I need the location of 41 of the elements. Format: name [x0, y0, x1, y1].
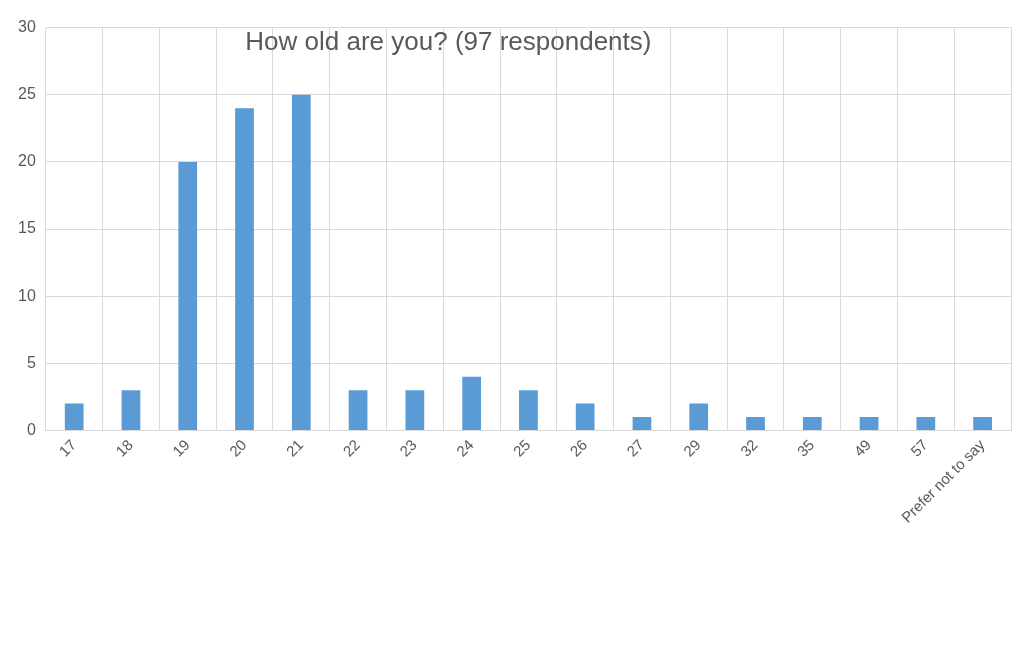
x-tick-label: 23	[396, 435, 420, 460]
y-tick-label: 5	[26, 353, 36, 371]
bar	[235, 108, 254, 430]
bar	[178, 161, 198, 430]
chart-title: How old are you? (97 respondents)	[245, 25, 652, 56]
x-tick-label: 24	[452, 435, 477, 460]
y-tick-label: 15	[18, 219, 36, 237]
x-tick-label: 57	[907, 435, 931, 460]
x-tick-label: 18	[112, 435, 137, 460]
bar	[859, 417, 879, 430]
bar	[405, 390, 425, 430]
y-tick-label: 10	[18, 286, 36, 304]
bar	[64, 403, 84, 430]
y-tick-label: 20	[18, 152, 36, 170]
bar	[121, 390, 141, 430]
x-tick-label: 29	[679, 435, 704, 460]
bar	[291, 94, 311, 430]
x-tick-label: 26	[566, 435, 591, 460]
bar	[462, 376, 481, 430]
bar	[519, 390, 538, 430]
y-tick-label: 30	[18, 18, 36, 36]
x-tick-label: 20	[225, 435, 250, 460]
bar	[746, 417, 765, 430]
x-tick-label: 22	[339, 435, 364, 460]
bar	[575, 403, 595, 430]
bar	[802, 417, 822, 430]
bar	[632, 417, 652, 430]
x-tick-label: 35	[793, 435, 818, 460]
bar	[689, 403, 709, 430]
x-tick-label: 21	[282, 435, 307, 460]
y-tick-label: 0	[26, 420, 36, 438]
y-tick-label: 25	[18, 85, 36, 103]
bar	[348, 390, 368, 430]
x-tick-label: 32	[736, 435, 761, 460]
bar	[973, 417, 992, 430]
bar	[916, 417, 936, 430]
x-tick-label: 49	[850, 435, 875, 460]
x-tick-label: 19	[168, 435, 193, 460]
x-tick-label: 17	[55, 435, 80, 460]
x-tick-label: 25	[509, 435, 534, 460]
x-tick-label: 27	[623, 435, 647, 460]
